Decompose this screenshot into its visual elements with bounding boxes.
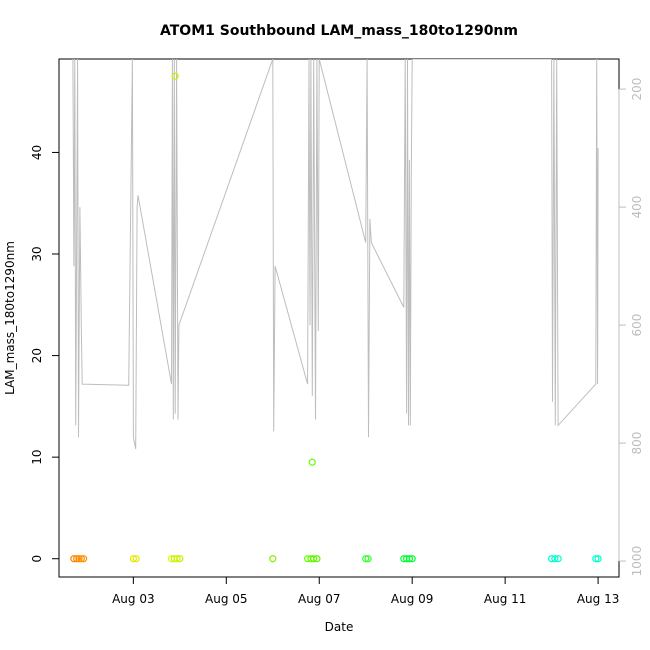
- data-point-27: [592, 555, 600, 563]
- data-point-28: [594, 555, 602, 563]
- scatter-points: [70, 72, 602, 563]
- data-point-18: [362, 555, 370, 563]
- data-point-26: [554, 555, 562, 563]
- data-point-1: [73, 555, 81, 563]
- y2-tick-label-4: 1000: [630, 546, 644, 577]
- data-point-10: [176, 555, 184, 563]
- data-point-12: [269, 555, 277, 563]
- data-point-15: [310, 555, 318, 563]
- x-axis-label: Date: [325, 620, 354, 634]
- data-point-11: [171, 72, 179, 80]
- y2-tick-label-0: 200: [630, 78, 644, 101]
- data-point-5: [129, 555, 137, 563]
- secondary-y-axis: 200 400 600 800 1000: [618, 78, 644, 577]
- y2-tick-label-3: 800: [630, 432, 644, 455]
- data-point-6: [132, 555, 140, 563]
- data-point-16: [313, 555, 321, 563]
- y-axis-label: LAM_mass_180to1290nm: [3, 241, 17, 395]
- x-tick-label-3: Aug 09: [391, 592, 434, 606]
- y-tick-label-3: 30: [30, 246, 44, 261]
- x-tick-label-5: Aug 13: [577, 592, 620, 606]
- data-point-22: [405, 555, 414, 563]
- x-tick-label-4: Aug 11: [484, 592, 527, 606]
- y-tick-label-2: 20: [30, 348, 44, 363]
- data-point-0: [70, 555, 78, 563]
- y-tick-label-0: 0: [30, 555, 44, 563]
- secondary-line-series: [72, 59, 599, 450]
- data-point-17: [308, 458, 316, 466]
- y2-tick-label-1: 400: [630, 196, 644, 219]
- x-axis: Aug 03 Aug 05 Aug 07 Aug 09 Aug 11 Aug 13: [112, 576, 620, 606]
- data-point-25: [551, 555, 559, 563]
- x-tick-label-2: Aug 07: [298, 592, 341, 606]
- y-axis: 0 10 20 30 40: [30, 145, 60, 563]
- data-point-23: [408, 555, 416, 563]
- y-tick-label-1: 10: [30, 450, 44, 465]
- y2-tick-label-2: 600: [630, 314, 644, 337]
- data-point-2: [75, 555, 83, 563]
- y-tick-label-4: 40: [30, 145, 44, 160]
- secondary-line: [72, 59, 599, 450]
- x-tick-label-0: Aug 03: [112, 592, 155, 606]
- data-point-3: [77, 555, 85, 563]
- x-tick-label-1: Aug 05: [205, 592, 248, 606]
- data-point-19: [364, 555, 372, 563]
- data-point-9: [173, 555, 181, 563]
- chart-title: ATOM1 Southbound LAM_mass_180to1290nm: [160, 23, 518, 39]
- data-point-4: [80, 555, 88, 563]
